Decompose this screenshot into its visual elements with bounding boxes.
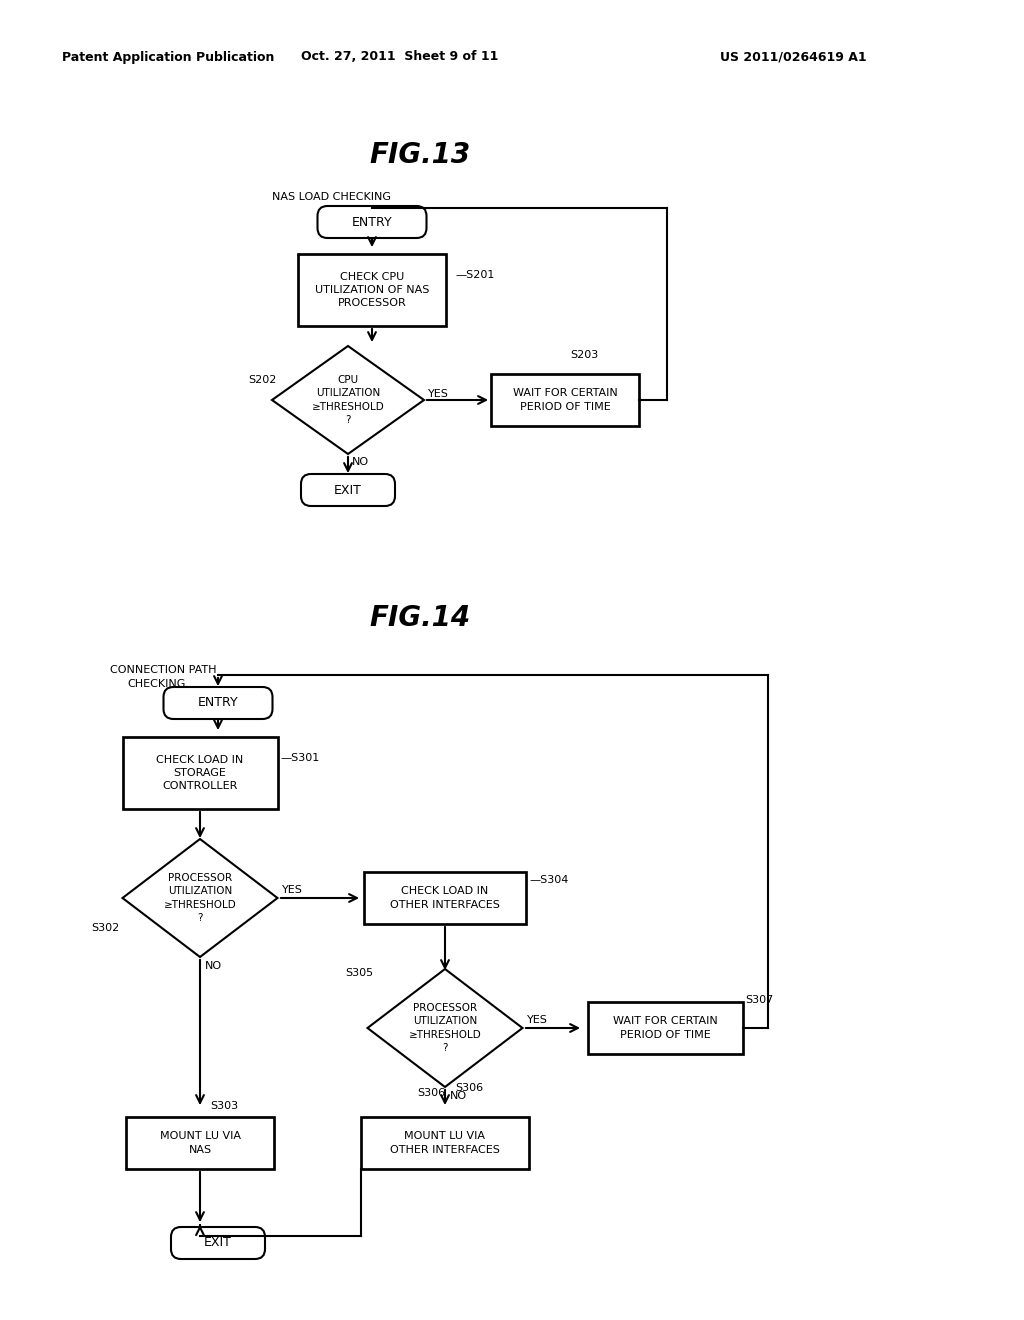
Text: CONNECTION PATH: CONNECTION PATH [110, 665, 216, 675]
Text: S305: S305 [345, 968, 373, 978]
Text: CHECK LOAD IN
OTHER INTERFACES: CHECK LOAD IN OTHER INTERFACES [390, 887, 500, 909]
Bar [298, 253, 446, 326]
Polygon shape [272, 346, 424, 454]
Text: NO: NO [352, 457, 369, 467]
Text: CHECK CPU
UTILIZATION OF NAS
PROCESSOR: CHECK CPU UTILIZATION OF NAS PROCESSOR [314, 272, 429, 308]
Text: CHECK LOAD IN
STORAGE
CONTROLLER: CHECK LOAD IN STORAGE CONTROLLER [157, 755, 244, 791]
Text: —S301: —S301 [280, 752, 319, 763]
Bar [123, 737, 278, 809]
Text: S203: S203 [570, 350, 598, 360]
Text: S303: S303 [210, 1101, 239, 1111]
Text: FIG.14: FIG.14 [370, 605, 471, 632]
Text: WAIT FOR CERTAIN
PERIOD OF TIME: WAIT FOR CERTAIN PERIOD OF TIME [513, 388, 617, 412]
Text: —S304: —S304 [529, 875, 568, 884]
Text: FIG.13: FIG.13 [370, 141, 471, 169]
Bar [126, 1117, 274, 1170]
Text: PROCESSOR
UTILIZATION
≥THRESHOLD
?: PROCESSOR UTILIZATION ≥THRESHOLD ? [164, 874, 237, 923]
Text: YES: YES [428, 389, 449, 399]
Text: NAS LOAD CHECKING: NAS LOAD CHECKING [272, 191, 391, 202]
Text: ENTRY: ENTRY [198, 697, 239, 710]
Bar [361, 1117, 529, 1170]
Text: NO: NO [205, 961, 222, 972]
Text: EXIT: EXIT [334, 483, 361, 496]
Bar [490, 374, 639, 426]
Text: S306: S306 [417, 1088, 445, 1098]
Text: Oct. 27, 2011  Sheet 9 of 11: Oct. 27, 2011 Sheet 9 of 11 [301, 50, 499, 63]
Polygon shape [368, 969, 522, 1086]
Polygon shape [123, 840, 278, 957]
Text: CPU
UTILIZATION
≥THRESHOLD
?: CPU UTILIZATION ≥THRESHOLD ? [311, 375, 384, 425]
Text: S202: S202 [248, 375, 276, 385]
Bar [588, 1002, 742, 1053]
Text: PROCESSOR
UTILIZATION
≥THRESHOLD
?: PROCESSOR UTILIZATION ≥THRESHOLD ? [409, 1003, 481, 1053]
Text: S302: S302 [92, 923, 120, 933]
Text: MOUNT LU VIA
NAS: MOUNT LU VIA NAS [160, 1131, 241, 1155]
Text: —S201: —S201 [455, 271, 495, 280]
FancyBboxPatch shape [317, 206, 427, 238]
Bar [364, 873, 526, 924]
Text: NO: NO [450, 1092, 467, 1101]
Text: Patent Application Publication: Patent Application Publication [62, 50, 274, 63]
Text: S307: S307 [745, 995, 773, 1005]
Text: ENTRY: ENTRY [351, 215, 392, 228]
FancyBboxPatch shape [171, 1228, 265, 1259]
Text: CHECKING: CHECKING [127, 678, 185, 689]
Text: MOUNT LU VIA
OTHER INTERFACES: MOUNT LU VIA OTHER INTERFACES [390, 1131, 500, 1155]
Text: S306: S306 [455, 1082, 483, 1093]
Text: EXIT: EXIT [204, 1237, 232, 1250]
Text: US 2011/0264619 A1: US 2011/0264619 A1 [720, 50, 866, 63]
FancyBboxPatch shape [301, 474, 395, 506]
Text: YES: YES [282, 884, 303, 895]
FancyBboxPatch shape [164, 686, 272, 719]
Text: WAIT FOR CERTAIN
PERIOD OF TIME: WAIT FOR CERTAIN PERIOD OF TIME [612, 1016, 718, 1040]
Text: YES: YES [527, 1015, 548, 1026]
